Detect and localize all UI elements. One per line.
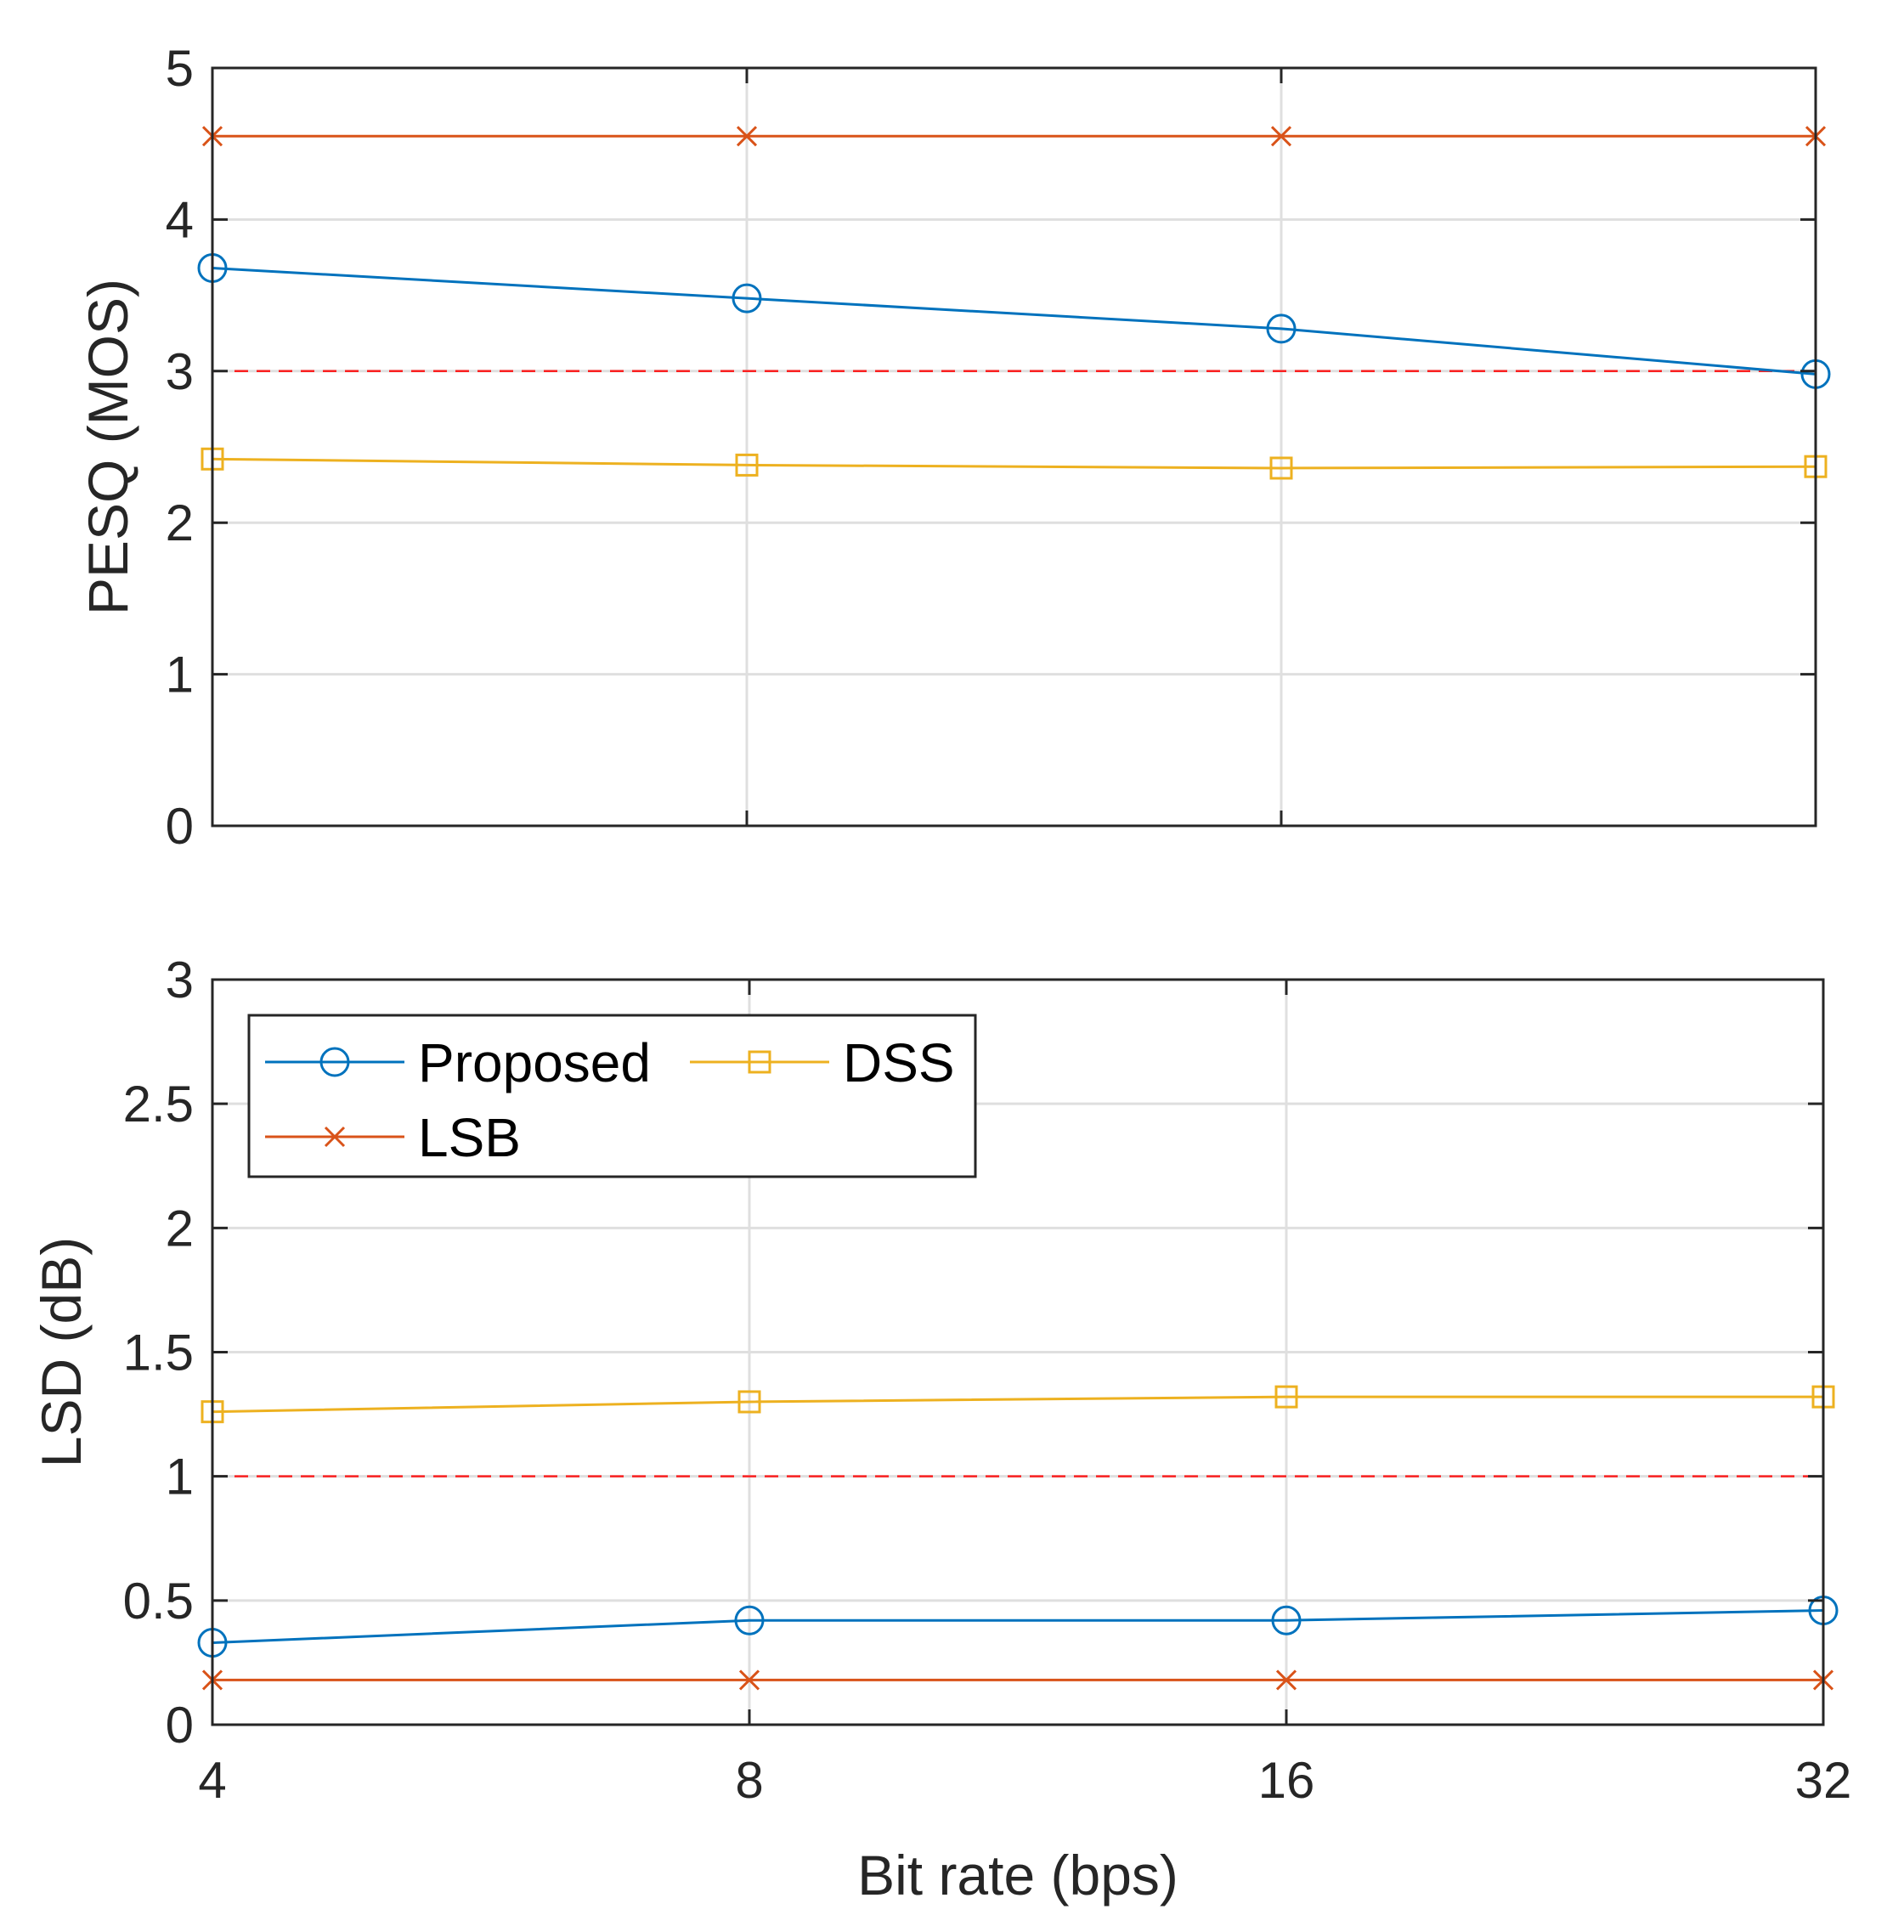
axes-box [211,66,1817,828]
data-point-dss [1274,1385,1298,1409]
legend-marker [324,1126,346,1148]
y-tick-label: 1.5 [123,1325,194,1381]
data-point-dss [735,453,759,477]
data-point-dss [1269,456,1293,480]
legend-marker [748,1050,771,1074]
legend-entry-proposed: Proposed [265,1032,651,1093]
y-tick-label: 0 [166,798,194,855]
pesq-panel: 0 1 2 3 4 5 PESQ (MOS) [76,40,1831,855]
data-point-proposed [734,1605,765,1635]
legend-label: Proposed [418,1032,651,1093]
y-tick-label: 2 [166,494,194,551]
y-tick-label: 2.5 [123,1076,194,1133]
data-point-proposed [732,283,762,314]
data-point-lsb [1275,1669,1297,1691]
y-axis-title: LSD (dB) [30,1237,93,1467]
y-tick-label: 4 [166,191,194,248]
data-point-proposed [1266,314,1297,344]
data-point-lsb [1270,126,1292,147]
y-axis-title: PESQ (MOS) [76,279,139,615]
y-tick-label: 5 [166,40,194,97]
series-line-proposed [212,266,1816,376]
data-point-lsb [738,1669,760,1691]
legend: Proposed DSS LSB [247,1014,977,1178]
y-tick-label: 0.5 [123,1573,194,1630]
x-axis-title: Bit rate (bps) [857,1844,1178,1907]
plot-area [212,68,1816,826]
y-tick-label: 0 [166,1697,194,1754]
x-tick-label: 8 [735,1752,763,1809]
legend-entry-dss: DSS [690,1032,955,1093]
series-line-dss [212,457,1816,470]
x-tick-label: 32 [1795,1752,1852,1809]
series-line-dss [212,1395,1823,1414]
y-tick-label: 3 [166,343,194,400]
legend-marker [319,1047,350,1077]
y-tick-label: 2 [166,1200,194,1257]
data-point-proposed [1271,1605,1302,1635]
legend-label: LSB [418,1107,521,1168]
legend-box [247,1014,977,1178]
data-point-lsb [736,126,758,147]
y-tick-label: 1 [166,1449,194,1505]
y-tick-label: 3 [166,952,194,1008]
legend-entry-lsb: LSB [265,1107,521,1168]
legend-label: DSS [843,1032,955,1093]
series-line-proposed [212,1609,1824,1645]
lsd-panel: 0 0.5 1 1.5 2 2.5 3 4 8 16 32 LSD (dB) Bit rate (bps… [30,952,1851,1907]
y-tick-label: 1 [166,647,194,703]
data-point-dss [737,1390,761,1414]
x-tick-label: 16 [1258,1752,1315,1809]
x-tick-label: 4 [198,1752,226,1809]
